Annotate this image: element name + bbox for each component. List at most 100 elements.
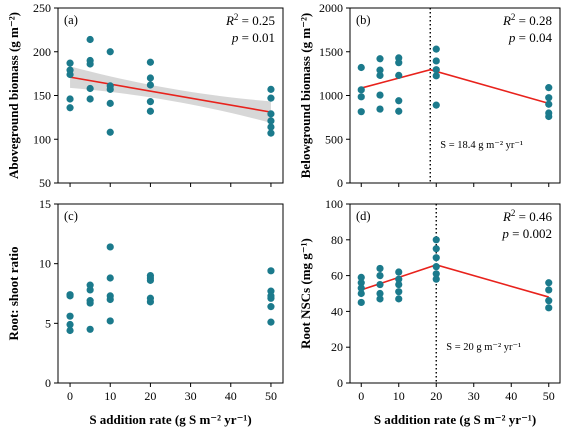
x-axis-unit: (g S m⁻² yr⁻¹)	[456, 412, 536, 427]
data-point	[106, 48, 114, 56]
r-squared-label: R2 = 0.25	[225, 12, 275, 28]
y-tick-label: 100	[325, 197, 343, 211]
data-point	[357, 273, 365, 281]
x-tick-label: 0	[358, 389, 364, 403]
y-tick-label: 500	[325, 132, 343, 146]
data-point	[376, 264, 384, 273]
data-point	[545, 304, 553, 312]
panel-label: (a)	[64, 13, 78, 27]
y-axis-unit: (g m⁻²)	[298, 13, 313, 56]
x-axis-label: S addition rate (g S m⁻² yr⁻¹)	[89, 412, 251, 427]
data-point	[66, 95, 74, 103]
fit-line	[360, 264, 549, 298]
x-tick-label: 50	[265, 389, 277, 403]
x-tick-label: 40	[225, 389, 237, 403]
data-point	[86, 95, 94, 103]
data-point	[106, 99, 114, 107]
p-symbol: p	[501, 226, 509, 241]
data-point	[106, 243, 114, 251]
plot-frame	[57, 203, 284, 384]
y-tick-label: 15	[39, 197, 51, 211]
p-value-label: p = 0.01	[231, 30, 275, 45]
panel-a: 50 100 150 200 250 (a) R2 = 0.25 p = 0.01 Aboveg…	[6, 1, 284, 190]
y-tick-label: 0	[337, 376, 343, 390]
p-symbol: p	[231, 30, 239, 45]
panel-label: (d)	[356, 209, 371, 223]
panel-label: (b)	[356, 13, 371, 27]
data-point	[267, 117, 275, 125]
y-axis-label: Aboveground biomass (g m⁻²)	[6, 12, 21, 179]
data-point	[545, 279, 553, 287]
data-point	[545, 100, 553, 108]
x-tick-label: 40	[505, 389, 517, 403]
x-axis-title: S addition rate	[89, 412, 172, 427]
data-point	[146, 81, 155, 89]
data-point	[432, 101, 440, 109]
x-tick-label: 20	[430, 389, 442, 403]
y-tick-label: 1000	[319, 89, 343, 103]
data-point	[86, 84, 94, 93]
data-point	[432, 254, 440, 262]
data-point	[106, 317, 114, 325]
plot-frame	[349, 203, 561, 384]
data-point	[432, 275, 440, 283]
data-point	[267, 303, 275, 311]
data-point	[267, 318, 275, 326]
data-point	[545, 84, 553, 92]
data-point	[66, 70, 74, 79]
data-point	[267, 294, 275, 302]
data-point	[267, 94, 275, 102]
p-value: = 0.04	[515, 30, 552, 45]
y-tick-label: 100	[33, 132, 51, 146]
data-point	[357, 298, 365, 307]
y-axis-title: Belowground biomass	[298, 56, 313, 178]
y-tick-label: 0	[45, 376, 51, 390]
data-point	[357, 86, 365, 94]
r-symbol: R	[502, 209, 511, 224]
p-value: = 0.01	[238, 30, 275, 45]
r-superscript: 2	[511, 12, 516, 22]
data-point	[267, 123, 275, 131]
data-point	[66, 104, 74, 112]
data-point	[146, 298, 155, 306]
y-tick-label: 0	[337, 176, 343, 190]
data-point	[357, 93, 365, 101]
data-point	[395, 97, 403, 105]
data-point	[267, 110, 275, 118]
data-point	[376, 272, 384, 280]
data-point	[146, 74, 155, 82]
data-point	[432, 236, 440, 244]
data-point	[395, 295, 403, 303]
p-symbol: p	[508, 30, 516, 45]
data-point	[545, 286, 553, 294]
r-symbol: R	[225, 13, 234, 28]
r-squared-value: = 0.25	[238, 13, 275, 28]
data-point	[106, 274, 114, 282]
y-tick-label: 40	[331, 304, 343, 318]
data-point	[66, 326, 74, 335]
data-point	[357, 63, 365, 72]
y-tick-label: 150	[33, 89, 51, 103]
data-point	[267, 129, 275, 137]
x-tick-label: 30	[185, 389, 197, 403]
data-point	[66, 312, 74, 320]
data-point	[376, 280, 384, 289]
y-tick-label: 20	[331, 340, 343, 354]
data-point	[376, 295, 384, 303]
data-point	[106, 128, 114, 136]
data-point	[545, 297, 553, 305]
y-tick-label: 10	[39, 257, 51, 271]
panel-b: 0 500 1000 1500 2000 (b) R2 = 0.28 p = 0.04 S = …	[298, 1, 561, 190]
y-tick-label: 5	[45, 316, 51, 330]
data-point	[545, 112, 553, 121]
breakpoint-label: S = 20 g m⁻² yr⁻¹	[446, 342, 521, 353]
y-tick-label: 80	[331, 233, 343, 247]
data-point	[376, 55, 384, 63]
data-point	[86, 325, 94, 333]
data-point	[395, 280, 403, 289]
data-point	[357, 108, 365, 116]
y-axis-title: Aboveground biomass	[6, 55, 21, 179]
data-point	[146, 58, 155, 66]
y-axis-label: Belowground biomass (g m⁻²)	[298, 13, 313, 178]
r-superscript: 2	[511, 208, 516, 218]
